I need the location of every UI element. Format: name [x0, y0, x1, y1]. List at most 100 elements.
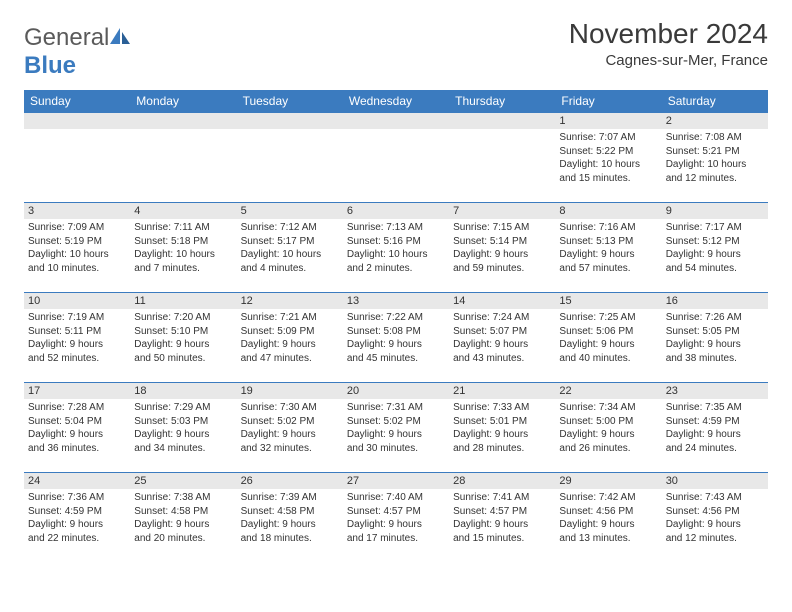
detail-line: Daylight: 9 hours [453, 518, 551, 532]
detail-line: Sunrise: 7:39 AM [241, 491, 339, 505]
day-number: 23 [662, 383, 768, 399]
detail-line: and 57 minutes. [559, 262, 657, 276]
day-cell: 12Sunrise: 7:21 AMSunset: 5:09 PMDayligh… [237, 293, 343, 383]
day-cell: 11Sunrise: 7:20 AMSunset: 5:10 PMDayligh… [130, 293, 236, 383]
detail-line: Daylight: 9 hours [134, 338, 232, 352]
day-number: 2 [662, 113, 768, 129]
day-number: 29 [555, 473, 661, 489]
detail-line: Sunset: 5:19 PM [28, 235, 126, 249]
week-row: 24Sunrise: 7:36 AMSunset: 4:59 PMDayligh… [24, 473, 768, 563]
day-detail: Sunrise: 7:30 AMSunset: 5:02 PMDaylight:… [237, 399, 343, 459]
day-cell: 23Sunrise: 7:35 AMSunset: 4:59 PMDayligh… [662, 383, 768, 473]
detail-line: and 12 minutes. [666, 532, 764, 546]
detail-line: and 18 minutes. [241, 532, 339, 546]
day-cell: 5Sunrise: 7:12 AMSunset: 5:17 PMDaylight… [237, 203, 343, 293]
detail-line: and 36 minutes. [28, 442, 126, 456]
detail-line: Sunset: 5:12 PM [666, 235, 764, 249]
detail-line: Daylight: 9 hours [559, 518, 657, 532]
detail-line: Daylight: 9 hours [666, 428, 764, 442]
weekday-thursday: Thursday [449, 90, 555, 113]
detail-line: Sunset: 5:16 PM [347, 235, 445, 249]
detail-line: and 12 minutes. [666, 172, 764, 186]
day-cell: 10Sunrise: 7:19 AMSunset: 5:11 PMDayligh… [24, 293, 130, 383]
day-number: 8 [555, 203, 661, 219]
day-number: 22 [555, 383, 661, 399]
detail-line: Sunrise: 7:20 AM [134, 311, 232, 325]
detail-line: Daylight: 9 hours [347, 428, 445, 442]
detail-line: Sunrise: 7:21 AM [241, 311, 339, 325]
detail-line: Sunset: 4:58 PM [241, 505, 339, 519]
detail-line: and 34 minutes. [134, 442, 232, 456]
detail-line: Sunrise: 7:16 AM [559, 221, 657, 235]
day-detail: Sunrise: 7:31 AMSunset: 5:02 PMDaylight:… [343, 399, 449, 459]
day-cell: 24Sunrise: 7:36 AMSunset: 4:59 PMDayligh… [24, 473, 130, 563]
detail-line: and 28 minutes. [453, 442, 551, 456]
day-number: 5 [237, 203, 343, 219]
day-detail: Sunrise: 7:36 AMSunset: 4:59 PMDaylight:… [24, 489, 130, 549]
detail-line: Sunrise: 7:07 AM [559, 131, 657, 145]
detail-line: Sunset: 5:08 PM [347, 325, 445, 339]
month-title: November 2024 [569, 18, 768, 50]
day-cell: 13Sunrise: 7:22 AMSunset: 5:08 PMDayligh… [343, 293, 449, 383]
detail-line: Sunrise: 7:11 AM [134, 221, 232, 235]
day-detail: Sunrise: 7:28 AMSunset: 5:04 PMDaylight:… [24, 399, 130, 459]
day-cell: 14Sunrise: 7:24 AMSunset: 5:07 PMDayligh… [449, 293, 555, 383]
day-number: 3 [24, 203, 130, 219]
day-cell: 25Sunrise: 7:38 AMSunset: 4:58 PMDayligh… [130, 473, 236, 563]
day-detail: Sunrise: 7:35 AMSunset: 4:59 PMDaylight:… [662, 399, 768, 459]
detail-line: and 24 minutes. [666, 442, 764, 456]
day-number: 12 [237, 293, 343, 309]
detail-line: Sunset: 4:57 PM [453, 505, 551, 519]
detail-line: Sunrise: 7:42 AM [559, 491, 657, 505]
day-cell: 4Sunrise: 7:11 AMSunset: 5:18 PMDaylight… [130, 203, 236, 293]
day-number [24, 113, 130, 129]
detail-line: Daylight: 10 hours [241, 248, 339, 262]
detail-line: Sunset: 5:01 PM [453, 415, 551, 429]
detail-line: Daylight: 9 hours [666, 338, 764, 352]
detail-line: Daylight: 9 hours [28, 518, 126, 532]
detail-line: and 40 minutes. [559, 352, 657, 366]
day-cell: 28Sunrise: 7:41 AMSunset: 4:57 PMDayligh… [449, 473, 555, 563]
day-cell: 7Sunrise: 7:15 AMSunset: 5:14 PMDaylight… [449, 203, 555, 293]
calendar-table: SundayMondayTuesdayWednesdayThursdayFrid… [24, 90, 768, 563]
header: General Blue November 2024 Cagnes-sur-Me… [24, 18, 768, 80]
day-detail: Sunrise: 7:40 AMSunset: 4:57 PMDaylight:… [343, 489, 449, 549]
detail-line: Sunrise: 7:41 AM [453, 491, 551, 505]
weekday-sunday: Sunday [24, 90, 130, 113]
day-detail: Sunrise: 7:07 AMSunset: 5:22 PMDaylight:… [555, 129, 661, 189]
day-cell [449, 113, 555, 203]
detail-line: Sunset: 5:06 PM [559, 325, 657, 339]
detail-line: Daylight: 10 hours [134, 248, 232, 262]
day-detail: Sunrise: 7:11 AMSunset: 5:18 PMDaylight:… [130, 219, 236, 279]
day-detail: Sunrise: 7:20 AMSunset: 5:10 PMDaylight:… [130, 309, 236, 369]
day-cell: 20Sunrise: 7:31 AMSunset: 5:02 PMDayligh… [343, 383, 449, 473]
day-detail: Sunrise: 7:38 AMSunset: 4:58 PMDaylight:… [130, 489, 236, 549]
day-cell: 19Sunrise: 7:30 AMSunset: 5:02 PMDayligh… [237, 383, 343, 473]
detail-line: Sunrise: 7:17 AM [666, 221, 764, 235]
detail-line: Sunrise: 7:25 AM [559, 311, 657, 325]
detail-line: Sunrise: 7:40 AM [347, 491, 445, 505]
detail-line: Daylight: 9 hours [453, 338, 551, 352]
day-number [237, 113, 343, 129]
day-number: 30 [662, 473, 768, 489]
detail-line: and 54 minutes. [666, 262, 764, 276]
detail-line: Sunset: 5:17 PM [241, 235, 339, 249]
brand-logo: General Blue [24, 18, 131, 80]
detail-line: Daylight: 9 hours [559, 428, 657, 442]
detail-line: Sunset: 5:03 PM [134, 415, 232, 429]
detail-line: Sunset: 5:11 PM [28, 325, 126, 339]
day-cell: 8Sunrise: 7:16 AMSunset: 5:13 PMDaylight… [555, 203, 661, 293]
detail-line: Daylight: 9 hours [666, 248, 764, 262]
day-detail: Sunrise: 7:09 AMSunset: 5:19 PMDaylight:… [24, 219, 130, 279]
day-number: 25 [130, 473, 236, 489]
detail-line: and 38 minutes. [666, 352, 764, 366]
detail-line: Sunset: 4:59 PM [666, 415, 764, 429]
day-number: 16 [662, 293, 768, 309]
detail-line: and 15 minutes. [559, 172, 657, 186]
day-cell [237, 113, 343, 203]
day-detail: Sunrise: 7:34 AMSunset: 5:00 PMDaylight:… [555, 399, 661, 459]
day-detail: Sunrise: 7:15 AMSunset: 5:14 PMDaylight:… [449, 219, 555, 279]
calendar-page: General Blue November 2024 Cagnes-sur-Me… [0, 0, 792, 563]
day-detail: Sunrise: 7:26 AMSunset: 5:05 PMDaylight:… [662, 309, 768, 369]
detail-line: Sunrise: 7:08 AM [666, 131, 764, 145]
